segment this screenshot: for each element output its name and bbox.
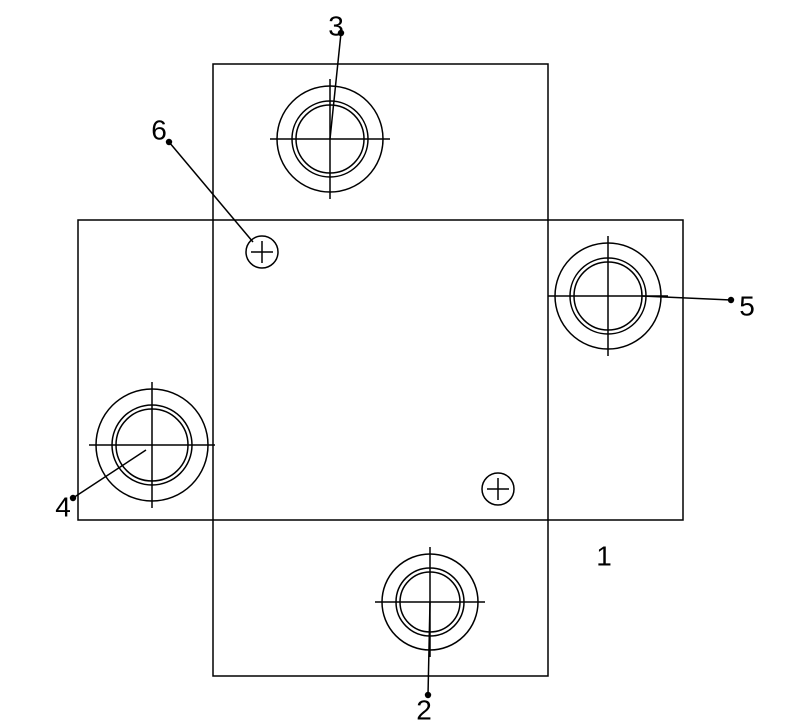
leader-dot-5 (728, 297, 734, 303)
leader-5 (642, 296, 731, 300)
leader-4 (73, 450, 146, 498)
label-6: 6 (151, 114, 167, 145)
label-4: 4 (55, 491, 71, 522)
leader-2 (428, 602, 430, 695)
label-2: 2 (416, 694, 432, 725)
leader-6 (169, 142, 253, 242)
technical-drawing: 3 6 5 4 2 1 (0, 0, 800, 726)
label-1: 1 (596, 540, 612, 571)
label-3: 3 (328, 10, 344, 41)
label-5: 5 (739, 290, 755, 321)
